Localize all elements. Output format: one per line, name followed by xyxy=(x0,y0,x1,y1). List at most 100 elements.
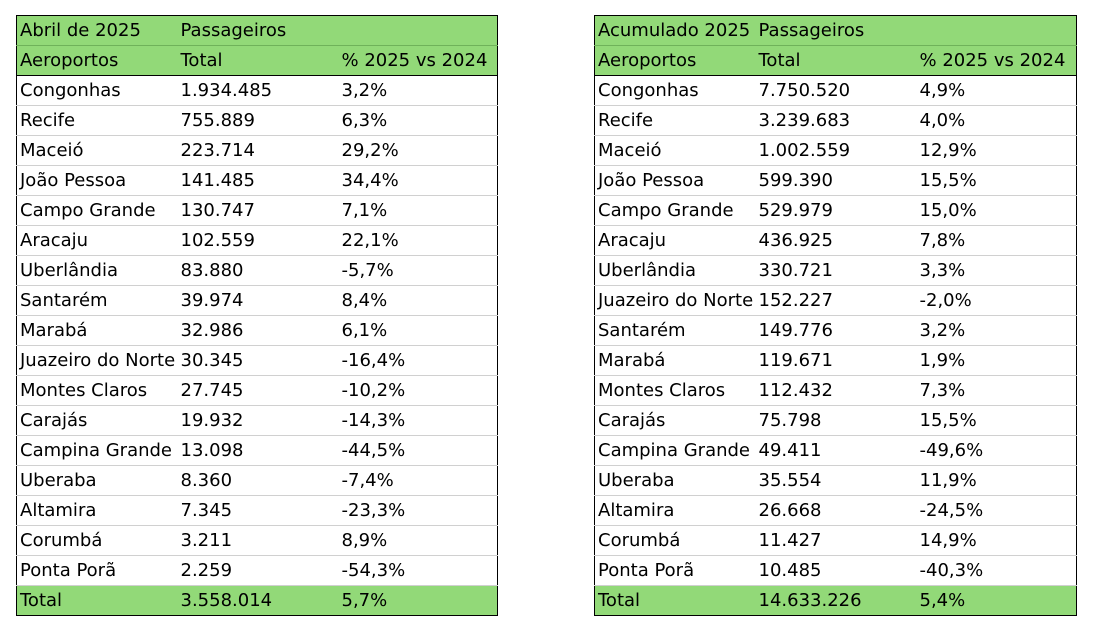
change-percent: 6,1% xyxy=(338,315,498,346)
change-percent: -23,3% xyxy=(338,495,498,526)
passenger-total: 11.427 xyxy=(755,525,917,556)
airport-name: Santarém xyxy=(594,315,756,346)
airport-name: Maceió xyxy=(594,135,756,166)
table-row: Maceió 1.002.559 12,9% xyxy=(594,135,1077,166)
table-row: Juazeiro do Norte 30.345 -16,4% xyxy=(16,345,498,376)
table-row: Aracaju 436.925 7,8% xyxy=(594,225,1077,256)
column-header-total: Total xyxy=(177,45,339,76)
airport-name: Campina Grande xyxy=(16,435,178,466)
passenger-total: 119.671 xyxy=(755,345,917,376)
table-body: Acumulado 2025 Passageiros Aeroportos Total… xyxy=(594,15,1077,616)
airport-name: Campo Grande xyxy=(16,195,178,226)
change-percent: 3,3% xyxy=(916,255,1077,286)
airport-name: Campina Grande xyxy=(594,435,756,466)
group-header: Passageiros xyxy=(755,15,917,46)
passenger-total: 112.432 xyxy=(755,375,917,406)
change-percent: -16,4% xyxy=(338,345,498,376)
total-value: 3.558.014 xyxy=(177,585,339,616)
passenger-total: 7.345 xyxy=(177,495,339,526)
change-percent: 4,9% xyxy=(916,75,1077,106)
table-row: Carajás 75.798 15,5% xyxy=(594,405,1077,436)
change-percent: 15,5% xyxy=(916,405,1077,436)
airport-name: Congonhas xyxy=(594,75,756,106)
passenger-total: 102.559 xyxy=(177,225,339,256)
total-label: Total xyxy=(16,585,178,616)
change-percent: 12,9% xyxy=(916,135,1077,166)
column-header-total: Total xyxy=(755,45,917,76)
table-title: Acumulado 2025 xyxy=(594,15,756,46)
passenger-total: 755.889 xyxy=(177,105,339,136)
change-percent: -14,3% xyxy=(338,405,498,436)
airport-name: Altamira xyxy=(594,495,756,526)
passenger-total: 83.880 xyxy=(177,255,339,286)
change-percent: 6,3% xyxy=(338,105,498,136)
column-header-airports: Aeroportos xyxy=(16,45,178,76)
airport-name: Recife xyxy=(16,105,178,136)
group-header: Passageiros xyxy=(177,15,339,46)
column-header-change: % 2025 vs 2024 xyxy=(338,45,498,76)
change-percent: 7,8% xyxy=(916,225,1077,256)
table-row: Montes Claros 27.745 -10,2% xyxy=(16,375,498,406)
column-header-row: Aeroportos Total% 2025 vs 2024 xyxy=(594,45,1077,76)
passenger-total: 330.721 xyxy=(755,255,917,286)
table-row: Santarém 39.974 8,4% xyxy=(16,285,498,316)
passenger-total: 8.360 xyxy=(177,465,339,496)
airport-name: Maceió xyxy=(16,135,178,166)
passenger-total: 30.345 xyxy=(177,345,339,376)
passenger-total: 152.227 xyxy=(755,285,917,316)
column-header-row: Aeroportos Total% 2025 vs 2024 xyxy=(16,45,498,76)
airport-name: Aracaju xyxy=(16,225,178,256)
change-percent: 15,0% xyxy=(916,195,1077,226)
airport-name: Congonhas xyxy=(16,75,178,106)
airport-name: Montes Claros xyxy=(594,375,756,406)
table-row: Maceió 223.714 29,2% xyxy=(16,135,498,166)
change-percent: -5,7% xyxy=(338,255,498,286)
table-title-row: Acumulado 2025 Passageiros xyxy=(594,15,1077,46)
passenger-total: 32.986 xyxy=(177,315,339,346)
table-row: Congonhas 1.934.485 3,2% xyxy=(16,75,498,106)
change-percent: -44,5% xyxy=(338,435,498,466)
total-label: Total xyxy=(594,585,756,616)
monthly-passengers-table: Abril de 2025 Passageiros Aeroportos Total%… xyxy=(16,15,498,616)
table-row: Carajás 19.932 -14,3% xyxy=(16,405,498,436)
table-row: Montes Claros 112.432 7,3% xyxy=(594,375,1077,406)
passenger-total: 27.745 xyxy=(177,375,339,406)
change-percent: -24,5% xyxy=(916,495,1077,526)
change-percent: -10,2% xyxy=(338,375,498,406)
airport-name: Uberlândia xyxy=(594,255,756,286)
total-row: Total 3.558.014 5,7% xyxy=(16,585,498,616)
airport-name: Aracaju xyxy=(594,225,756,256)
airport-name: Montes Claros xyxy=(16,375,178,406)
change-percent: 15,5% xyxy=(916,165,1077,196)
airport-name: Corumbá xyxy=(16,525,178,556)
airport-name: Campo Grande xyxy=(594,195,756,226)
passenger-total: 130.747 xyxy=(177,195,339,226)
table-row: Corumbá 3.211 8,9% xyxy=(16,525,498,556)
change-percent: 7,1% xyxy=(338,195,498,226)
change-percent: 29,2% xyxy=(338,135,498,166)
airport-name: Marabá xyxy=(594,345,756,376)
change-percent: 3,2% xyxy=(916,315,1077,346)
airport-name: Uberlândia xyxy=(16,255,178,286)
change-percent: -2,0% xyxy=(916,285,1077,316)
change-percent: 34,4% xyxy=(338,165,498,196)
change-percent: 3,2% xyxy=(338,75,498,106)
change-percent: -54,3% xyxy=(338,555,498,586)
table-row: Aracaju 102.559 22,1% xyxy=(16,225,498,256)
airport-name: Uberaba xyxy=(16,465,178,496)
airport-name: Juazeiro do Norte xyxy=(16,345,178,376)
table-row: Campina Grande 13.098 -44,5% xyxy=(16,435,498,466)
change-percent: -49,6% xyxy=(916,435,1077,466)
passenger-total: 19.932 xyxy=(177,405,339,436)
airport-name: Uberaba xyxy=(594,465,756,496)
table-body: Abril de 2025 Passageiros Aeroportos Total%… xyxy=(16,15,498,616)
airport-name: Marabá xyxy=(16,315,178,346)
passenger-total: 75.798 xyxy=(755,405,917,436)
table-row: Altamira 7.345 -23,3% xyxy=(16,495,498,526)
empty-header-cell xyxy=(338,15,498,46)
table-row: Campina Grande 49.411 -49,6% xyxy=(594,435,1077,466)
airport-name: Altamira xyxy=(16,495,178,526)
change-percent: 14,9% xyxy=(916,525,1077,556)
passenger-total: 3.239.683 xyxy=(755,105,917,136)
passenger-total: 7.750.520 xyxy=(755,75,917,106)
